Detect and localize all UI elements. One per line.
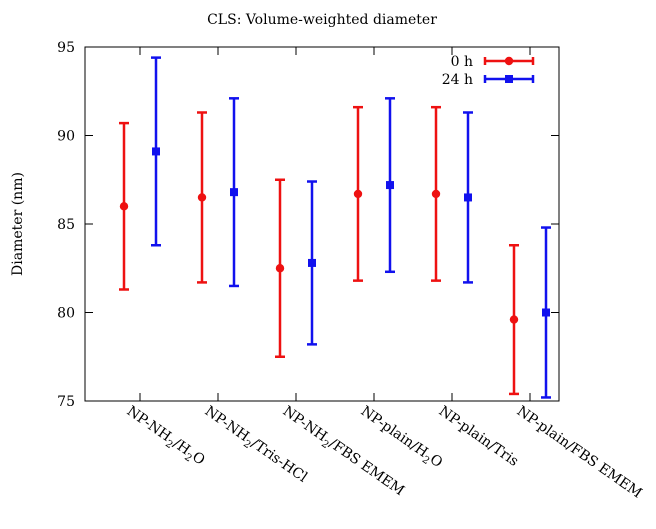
y-axis-label: Diameter (nm): [10, 172, 26, 276]
y-tick-label-0: 75: [57, 394, 75, 410]
data-point-1-1: [230, 188, 238, 197]
chart-title: CLS: Volume-weighted diameter: [207, 12, 437, 28]
data-point-1-3: [386, 181, 394, 190]
data-point-0-2: [275, 264, 285, 273]
x-tick-label-4: NP-plain/Tris: [436, 403, 522, 470]
series-layer: [119, 56, 551, 399]
data-point-0-5: [509, 315, 519, 324]
legend-label-0: 0 h: [451, 54, 473, 70]
data-point-1-2: [308, 258, 316, 267]
y-tick-label-2: 85: [57, 217, 75, 233]
legend-label-1: 24 h: [442, 72, 473, 88]
legend-marker-0: [504, 56, 514, 66]
y-tick-label-4: 95: [57, 40, 75, 56]
data-point-0-3: [353, 189, 363, 199]
data-point-1-4: [464, 193, 472, 202]
data-point-1-5: [542, 308, 550, 317]
data-point-0-1: [197, 193, 207, 202]
legend-marker-1: [505, 75, 513, 83]
y-axis-ticks: 75 80 85 90 95: [57, 40, 559, 410]
data-point-0-0: [119, 202, 129, 211]
series-0: [119, 105, 519, 396]
x-tick-label-5: NP-plain/FBS EMEM: [514, 403, 645, 501]
x-tick-label-0: NP-NH2/H2O: [122, 403, 208, 471]
y-tick-label-1: 80: [57, 306, 75, 322]
series-1: [151, 56, 551, 399]
data-point-0-4: [431, 189, 441, 199]
y-tick-label-3: 90: [57, 129, 75, 145]
data-point-1-0: [152, 147, 160, 156]
legend: 0 h 24 h: [442, 54, 535, 88]
